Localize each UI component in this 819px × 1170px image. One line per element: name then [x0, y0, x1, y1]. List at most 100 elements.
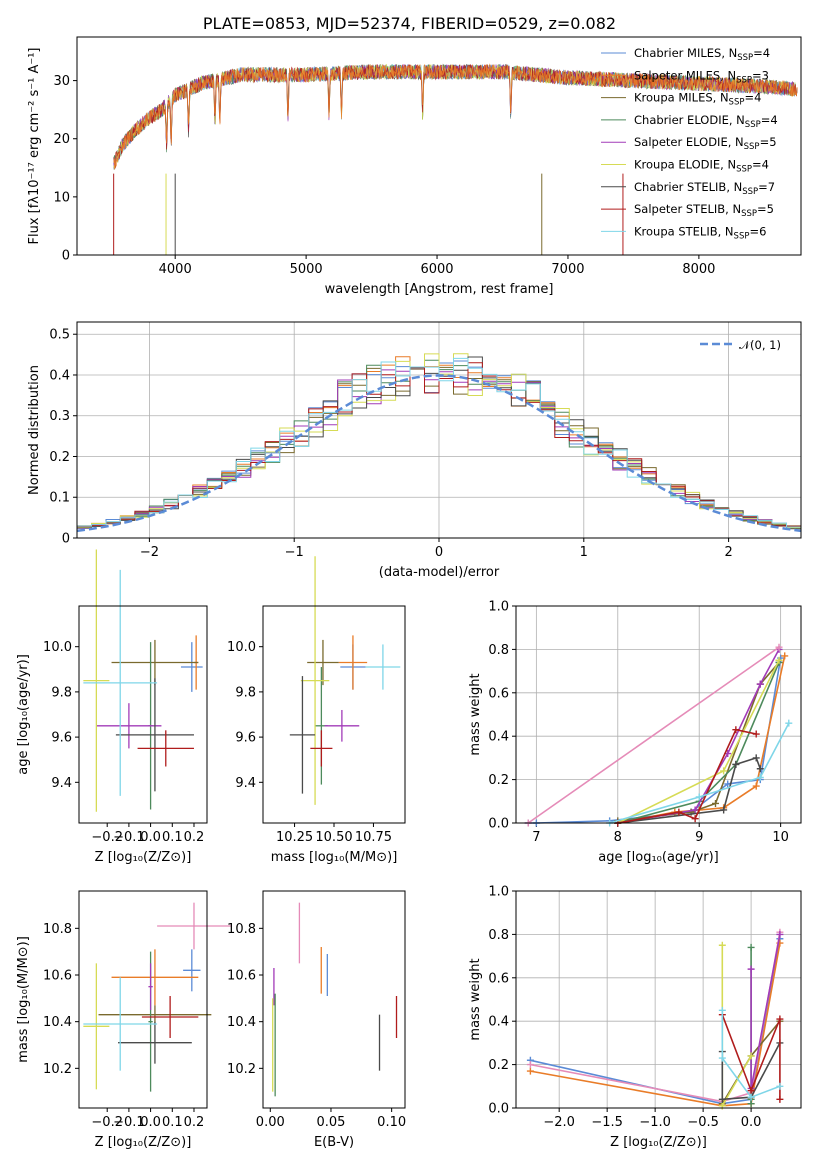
y-tick-label: 0.4 — [488, 1015, 509, 1030]
legend-count: =4 — [744, 91, 761, 105]
weight-marker — [732, 726, 740, 734]
x-tick-label: 10.50 — [315, 830, 352, 845]
x-tick-label: 2 — [724, 545, 732, 560]
weight-line-8 — [721, 1042, 781, 1101]
x-axis-label: (data-model)/error — [379, 565, 500, 580]
x-tick-label: 0.10 — [377, 1115, 406, 1130]
y-tick-label: 9.8 — [235, 685, 256, 700]
x-tick-label: −2.0 — [543, 1115, 575, 1130]
y-tick-label: 10.6 — [227, 969, 256, 984]
x-tick-label: −0.1 — [113, 1115, 145, 1130]
weight-marker — [752, 754, 760, 762]
spectrum-line-9 — [113, 63, 798, 169]
y-tick-label: 10.4 — [43, 1015, 72, 1030]
x-tick-label: 5000 — [290, 262, 323, 277]
weight-marker — [747, 1052, 755, 1060]
weight-marker — [720, 767, 728, 775]
weight-line-9 — [609, 722, 790, 824]
y-axis-label: Flux [fλ10⁻¹⁷ erg cm⁻² s⁻¹ A⁻¹] — [27, 48, 42, 245]
x-tick-label: 0.0 — [140, 830, 161, 845]
y-tick-label: 9.8 — [51, 685, 72, 700]
weight-line-10 — [527, 646, 780, 824]
y-tick-label: 10.0 — [43, 640, 72, 655]
y-tick-label: 0.6 — [488, 686, 509, 701]
y-tick-label: 9.6 — [51, 731, 72, 746]
x-tick-label: 10 — [772, 830, 789, 845]
weight-marker — [781, 652, 789, 660]
legend-subscript: SSP — [737, 53, 753, 63]
residual-histogram-9 — [77, 357, 801, 538]
x-tick-label: 6000 — [420, 262, 453, 277]
x-tick-label: −0.2 — [91, 830, 123, 845]
legend-subscript: SSP — [741, 209, 757, 219]
legend-subscript: SSP — [734, 231, 750, 241]
legend-entry: Chabrier ELODIE, NSSP=4 — [634, 113, 778, 130]
legend-count: =4 — [753, 46, 770, 60]
y-tick-label: 30 — [53, 74, 70, 89]
y-tick-label: 10.0 — [227, 640, 256, 655]
legend-entry: Chabrier STELIB, NSSP=7 — [634, 180, 775, 197]
x-tick-label: 0.1 — [162, 830, 183, 845]
legend-subscript: SSP — [736, 165, 752, 175]
y-axis-label: age [log₁₀(age/yr)] — [16, 654, 31, 775]
y-axis-label: mass weight — [468, 958, 483, 1040]
y-tick-label: 0.0 — [488, 1102, 509, 1117]
axes-frame — [515, 890, 802, 1109]
x-tick-label: 0.2 — [184, 1115, 205, 1130]
x-axis-label: Z [log₁₀(Z/Z⊙)] — [95, 1135, 192, 1150]
y-tick-label: 0.8 — [488, 643, 509, 658]
legend-subscript: SSP — [736, 75, 752, 85]
legend-count: =6 — [749, 224, 766, 238]
x-axis-label: mass [log₁₀(M/M⊙)] — [271, 850, 398, 865]
axes-frame — [76, 321, 802, 539]
axes-frame — [78, 605, 208, 824]
x-tick-label: −0.2 — [91, 1115, 123, 1130]
axes-frame — [76, 36, 802, 256]
y-tick-label: 9.4 — [51, 776, 72, 791]
legend-count: =5 — [757, 202, 774, 216]
axes-frame — [515, 605, 802, 824]
axes-frame — [78, 890, 208, 1109]
weight-marker — [747, 1093, 755, 1101]
y-tick-label: 0.1 — [49, 491, 70, 506]
legend-count: =4 — [761, 113, 778, 127]
weight-marker — [526, 1067, 534, 1075]
legend-entry: Salpeter STELIB, NSSP=5 — [634, 202, 774, 219]
x-tick-label: −1.5 — [591, 1115, 623, 1130]
x-tick-label: 7 — [532, 830, 540, 845]
y-tick-label: 10.8 — [227, 922, 256, 937]
weight-marker — [747, 943, 755, 951]
axes-frame — [262, 605, 406, 824]
x-tick-label: −0.5 — [687, 1115, 719, 1130]
legend-subscript: SSP — [744, 142, 760, 152]
y-tick-label: 10.8 — [43, 922, 72, 937]
x-axis-label: Z [log₁₀(Z/Z⊙)] — [610, 1135, 707, 1150]
weight-line-1 — [528, 657, 782, 824]
x-tick-label: 0 — [435, 545, 443, 560]
x-axis-label: Z [log₁₀(Z/Z⊙)] — [95, 850, 192, 865]
x-tick-label: 0.00 — [256, 1115, 285, 1130]
figure-title: PLATE=0853, MJD=52374, FIBERID=0529, z=0… — [203, 14, 616, 33]
weight-marker — [720, 806, 728, 814]
y-tick-label: 0.2 — [488, 773, 509, 788]
weight-marker — [691, 806, 699, 814]
y-tick-label: 0.5 — [49, 328, 70, 343]
weight-marker — [526, 1061, 534, 1069]
x-tick-label: −2 — [140, 545, 159, 560]
y-tick-label: 0.3 — [49, 409, 70, 424]
legend-subscript: SSP — [745, 120, 761, 130]
y-tick-label: 0 — [62, 532, 70, 547]
y-tick-label: 0.2 — [488, 1058, 509, 1073]
weight-line-4 — [617, 662, 780, 824]
weight-line-2 — [530, 942, 781, 1107]
weight-marker — [785, 719, 793, 727]
weight-marker — [776, 1015, 784, 1023]
weight-marker — [756, 765, 764, 773]
normal-curve — [76, 374, 802, 533]
y-tick-label: 10.4 — [227, 1015, 256, 1030]
x-axis-label: age [log₁₀(age/yr)] — [598, 850, 719, 865]
weight-marker — [776, 930, 784, 938]
weight-line-10 — [721, 1010, 781, 1099]
x-tick-label: 0.0 — [741, 1115, 762, 1130]
x-tick-label: 10.25 — [276, 830, 313, 845]
